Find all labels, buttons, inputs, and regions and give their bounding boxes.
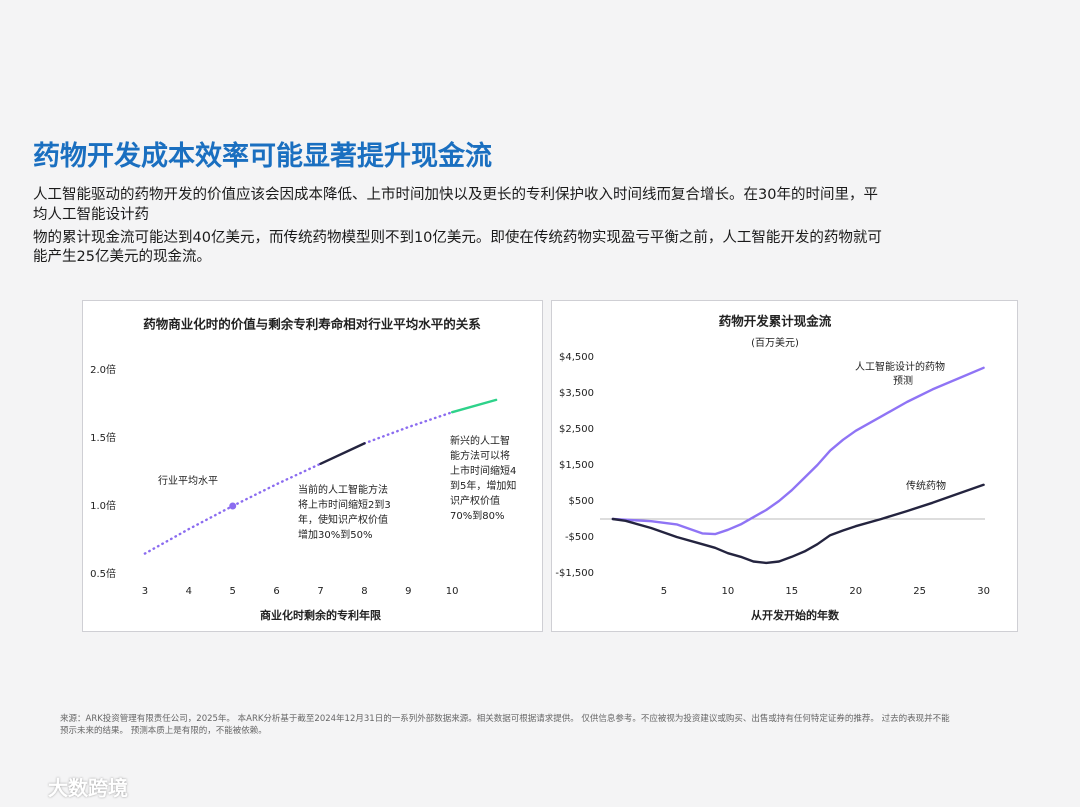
x-axis-label: 商业化时剩余的专利年限 <box>260 608 381 622</box>
y-tick-label: 2.0倍 <box>90 363 116 376</box>
x-tick-label: 6 <box>273 586 279 597</box>
y-tick-label: $500 <box>569 496 594 507</box>
x-tick-label: 10 <box>446 586 459 597</box>
series-line <box>319 442 366 465</box>
y-tick-label: -$1,500 <box>555 568 594 579</box>
footnote: 来源：ARK投资管理有限责任公司，2025年。 本ARK分析基于截至2024年1… <box>60 714 950 724</box>
x-tick-label: 7 <box>317 586 323 597</box>
x-tick-label: 30 <box>977 586 990 597</box>
series-line <box>611 366 985 536</box>
x-axis-label: 从开发开始的年数 <box>751 608 840 622</box>
x-tick-label: 15 <box>785 586 798 597</box>
series-line <box>611 483 985 565</box>
x-tick-label: 4 <box>186 586 192 597</box>
paragraph-line: 人工智能驱动的药物开发的价值应该会因成本降低、上市时间加快以及更长的专利保护收入… <box>33 187 878 203</box>
y-tick-label: $4,500 <box>559 352 594 363</box>
watermark: 大数跨境 <box>48 776 128 800</box>
y-tick-label: -$500 <box>565 532 594 543</box>
x-tick-label: 5 <box>661 586 667 597</box>
x-tick-label: 9 <box>405 586 411 597</box>
x-tick-label: 25 <box>913 586 926 597</box>
chart-title: 药物开发累计现金流 <box>719 314 832 329</box>
series-label: 传统药物 <box>906 479 946 492</box>
series-label: 预测 <box>893 374 913 387</box>
x-tick-label: 8 <box>361 586 367 597</box>
chart-title: 药物商业化时的价值与剩余专利寿命相对行业平均水平的关系 <box>143 317 481 332</box>
paragraph-line: 均人工智能设计药 <box>33 207 149 223</box>
y-tick-label: $3,500 <box>559 388 594 399</box>
paragraph-line: 能产生25亿美元的现金流。 <box>33 249 211 265</box>
annotation: 行业平均水平 <box>158 474 218 487</box>
series-line <box>451 398 498 414</box>
point-marker <box>229 502 237 510</box>
annotation: 新兴的人工智 <box>450 434 510 447</box>
annotation: 到5年，增加知 <box>450 479 516 492</box>
chart-subtitle: (百万美元) <box>751 336 799 349</box>
chart-panel <box>82 300 543 632</box>
paragraph-line: 物的累计现金流可能达到40亿美元，而传统药物模型则不到10亿美元。即使在传统药物… <box>33 230 882 246</box>
y-tick-label: 1.5倍 <box>90 431 116 444</box>
y-tick-label: 1.0倍 <box>90 499 116 512</box>
y-tick-label: $1,500 <box>559 460 594 471</box>
series-label: 人工智能设计的药物 <box>855 360 945 373</box>
annotation: 当前的人工智能方法 <box>298 483 388 496</box>
annotation: 上市时间缩短4 <box>450 464 516 477</box>
y-tick-label: 0.5倍 <box>90 567 116 580</box>
chart-panel <box>551 300 1018 632</box>
annotation: 年，使知识产权价值 <box>298 513 388 526</box>
x-tick-label: 10 <box>722 586 735 597</box>
slide-title: 药物开发成本效率可能显著提升现金流 <box>33 141 492 172</box>
x-tick-label: 20 <box>849 586 862 597</box>
annotation: 增加30%到50% <box>298 528 372 541</box>
annotation: 70%到80% <box>450 510 504 522</box>
x-tick-label: 3 <box>142 586 148 597</box>
annotation: 能方法可以将 <box>450 449 510 462</box>
x-tick-label: 5 <box>230 586 236 597</box>
footnote: 预示未来的结果。 预测本质上是有限的，不能被依赖。 <box>60 726 267 736</box>
annotation: 识产权价值 <box>450 494 500 507</box>
y-tick-label: $2,500 <box>559 424 594 435</box>
annotation: 将上市时间缩短2到3 <box>298 498 391 511</box>
